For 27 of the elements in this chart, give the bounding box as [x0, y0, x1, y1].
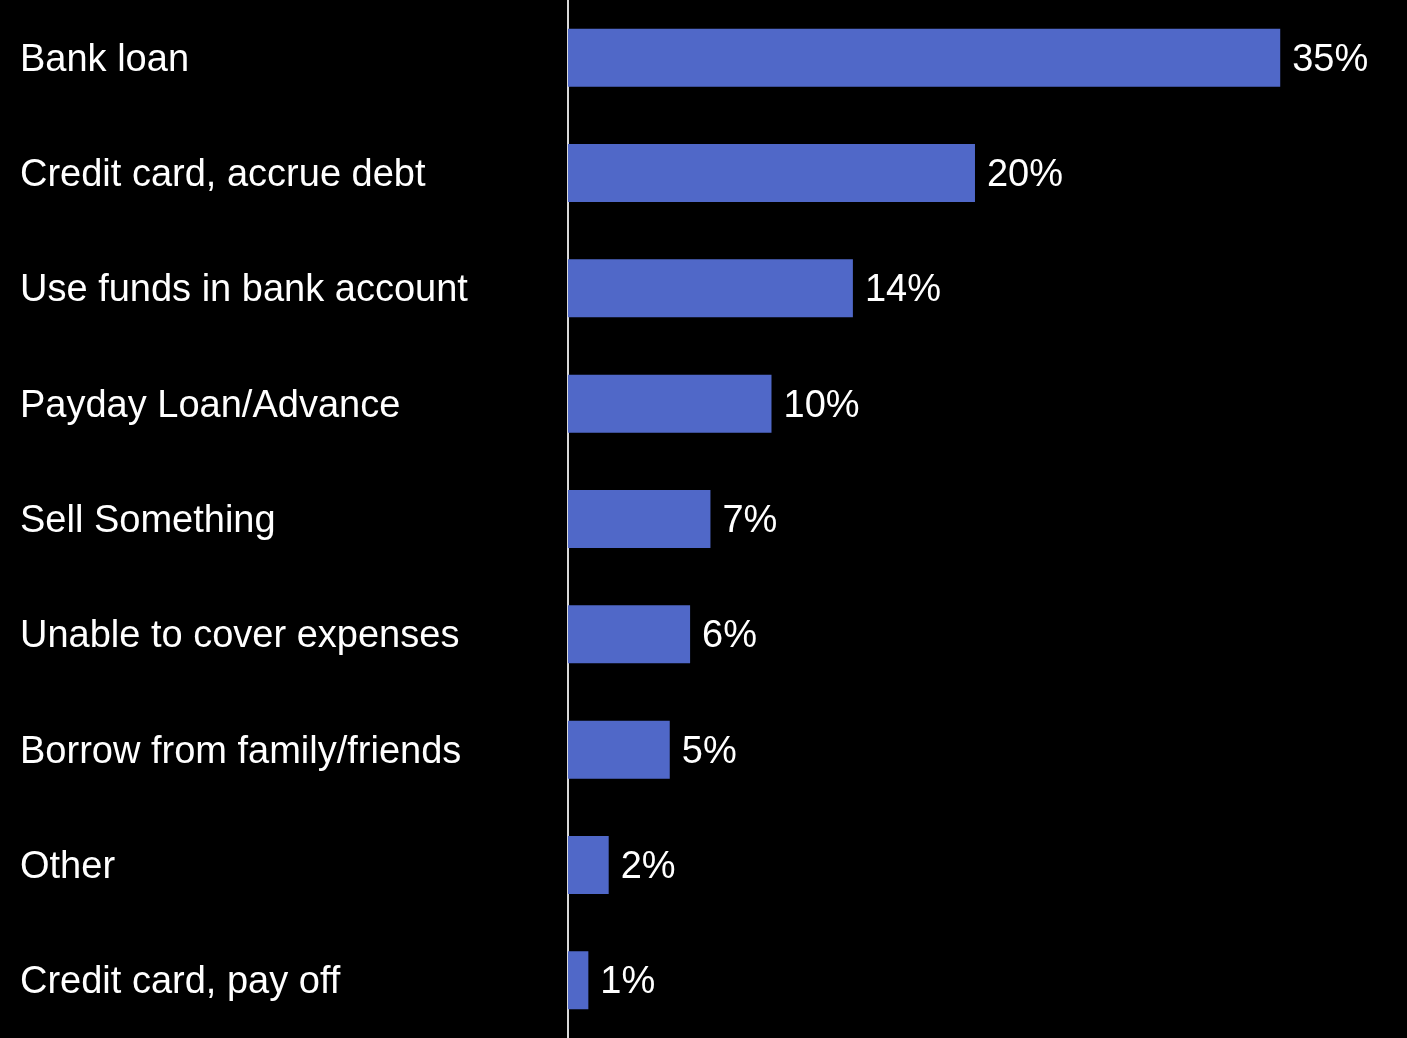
data-label: 6% — [702, 613, 758, 656]
data-label: 7% — [722, 498, 778, 540]
data-label: 2% — [620, 844, 676, 886]
data-label: 10% — [783, 382, 860, 425]
y-tick-label: Credit card, pay off — [20, 959, 341, 1002]
data-label: 20% — [986, 152, 1064, 194]
data-label: 35% — [1292, 36, 1369, 79]
bar — [568, 28, 1281, 87]
y-tick-label: Sell Something — [20, 498, 276, 540]
bar — [568, 836, 609, 894]
bar — [568, 490, 711, 548]
bar — [568, 259, 853, 318]
data-label: 14% — [864, 267, 941, 310]
bar — [568, 605, 691, 664]
y-tick-label: Other — [20, 844, 116, 886]
y-tick-label: Credit card, accrue debt — [20, 152, 426, 194]
data-label: 5% — [681, 728, 737, 771]
bar — [568, 144, 975, 202]
y-tick-label: Payday Loan/Advance — [20, 382, 401, 425]
bar — [568, 720, 670, 779]
y-tick-label: Bank loan — [20, 36, 190, 79]
y-tick-label: Borrow from family/friends — [20, 728, 462, 771]
bar — [568, 951, 589, 1010]
data-label: 1% — [600, 959, 656, 1002]
y-tick-label: Use funds in bank account — [20, 267, 469, 310]
bar — [568, 374, 772, 433]
y-tick-label: Unable to cover expenses — [20, 613, 460, 656]
